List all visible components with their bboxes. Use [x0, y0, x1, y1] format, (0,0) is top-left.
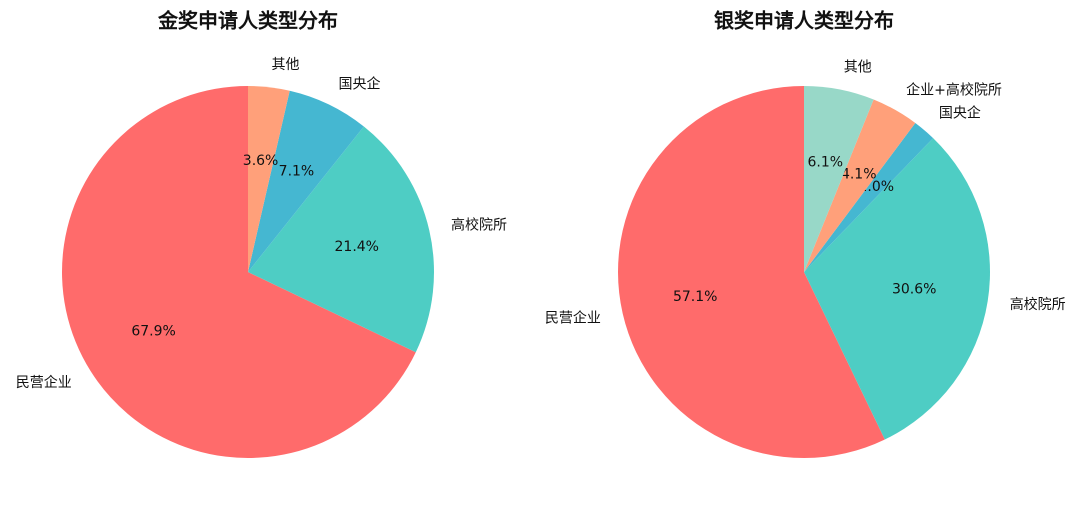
value-label: 7.1% [279, 163, 315, 179]
slice-label: 民营企业 [545, 309, 601, 326]
pie-slice [248, 126, 434, 353]
value-label: 30.6% [892, 282, 936, 298]
pie-slice [618, 86, 885, 459]
slice-label: 高校院所 [451, 216, 507, 233]
pie-slice [61, 86, 416, 459]
pie-slice [804, 122, 934, 272]
value-label: 6.1% [807, 154, 843, 170]
slice-label: 企业+高校院所 [906, 81, 1002, 98]
slice-label: 高校院所 [1010, 296, 1066, 313]
chart-title: 银奖申请人类型分布 [714, 9, 894, 33]
pie-slice [804, 86, 874, 272]
value-label: 21.4% [335, 239, 379, 255]
pie-slice [804, 99, 916, 272]
slice-label: 国央企 [939, 104, 981, 121]
value-label: 67.9% [131, 324, 175, 340]
pie-slice [804, 138, 990, 440]
slice-label: 民营企业 [16, 374, 72, 391]
slice-label: 国央企 [338, 75, 380, 92]
value-label: 3.6% [243, 153, 279, 169]
slice-label: 其他 [844, 60, 872, 76]
value-label: 57.1% [673, 289, 717, 305]
pie-slice [248, 86, 290, 272]
slice-label: 其他 [272, 57, 300, 73]
chart-title: 金奖申请人类型分布 [157, 9, 338, 33]
value-label: 4.1% [841, 167, 877, 183]
pie-slice [248, 90, 364, 272]
